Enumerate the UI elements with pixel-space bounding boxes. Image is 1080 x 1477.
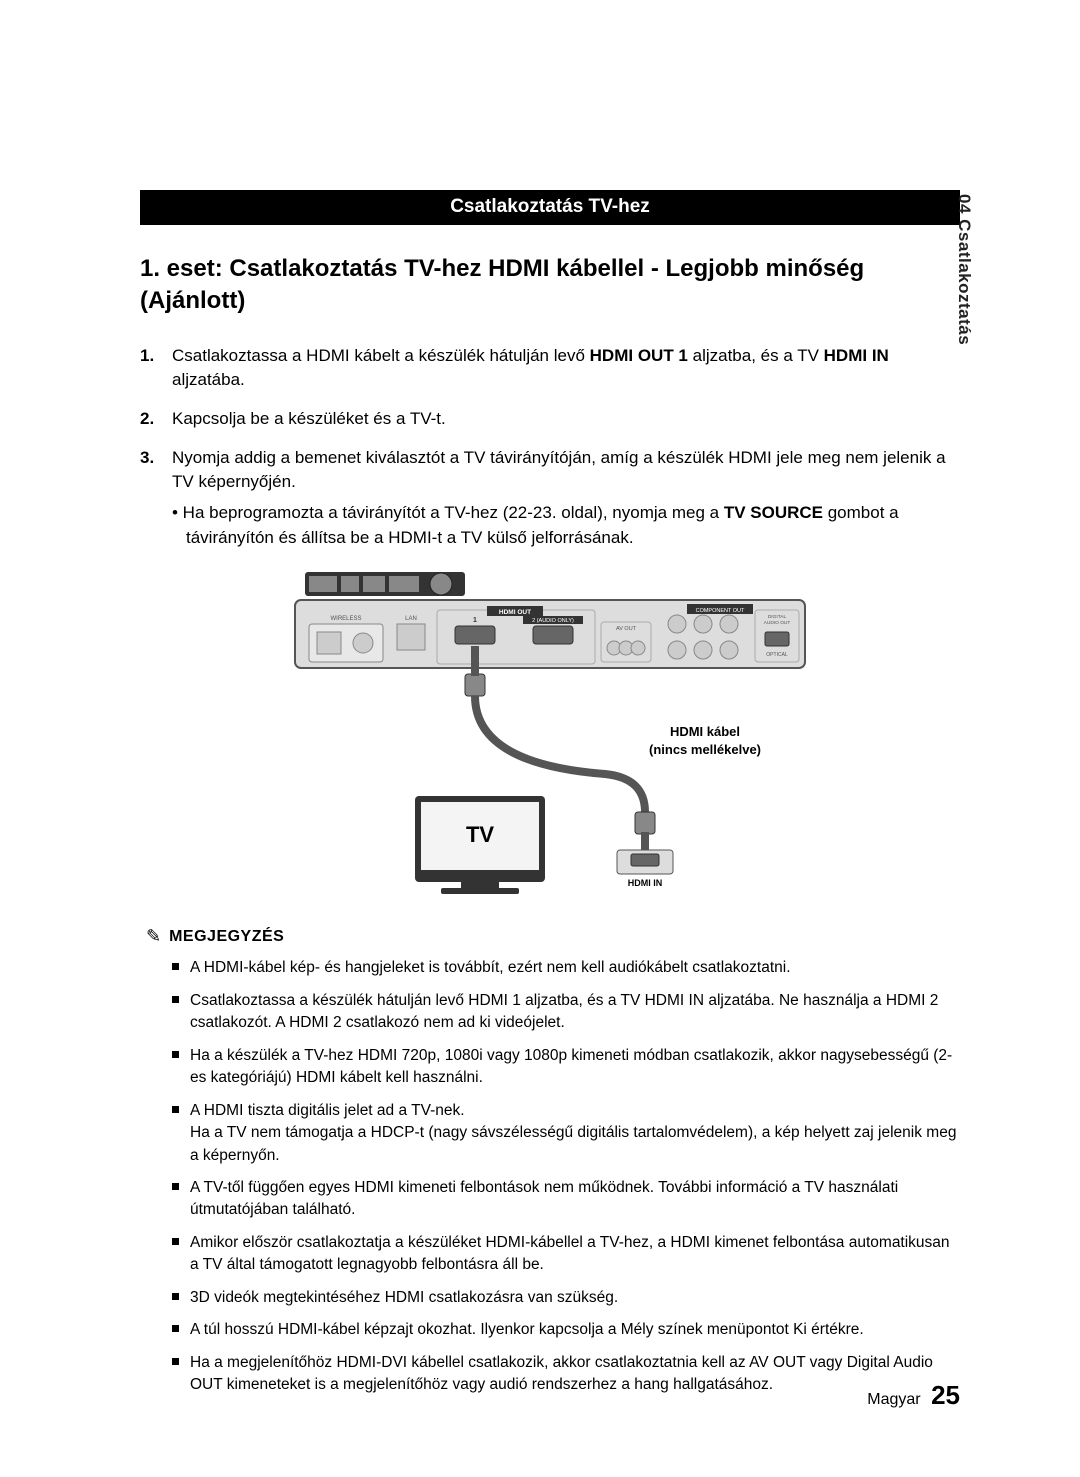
digital-audio-label-1: DIGITAL (768, 614, 787, 620)
note-item: A túl hosszú HDMI-kábel képzajt okozhat.… (190, 1319, 960, 1341)
step-1-text-c: aljzatába. (172, 370, 245, 389)
hdmi-cable-path (475, 696, 645, 812)
notes-list: A HDMI-kábel kép- és hangjeleket is tová… (140, 957, 960, 1397)
note-item: A TV-től függően egyes HDMI kimeneti fel… (190, 1177, 960, 1222)
connection-diagram: WIRELESS LAN HDMI OUT 1 2 (AUDIO ONLY) A… (140, 564, 960, 904)
note-heading: ✎ MEGJEGYZÉS (146, 926, 960, 947)
digital-audio-label-2: AUDIO OUT (764, 620, 791, 626)
note-item: Amikor először csatlakoztatja a készülék… (190, 1232, 960, 1277)
cable-segment (641, 832, 649, 850)
pencil-icon: ✎ (146, 926, 161, 947)
note-item: A HDMI tiszta digitális jelet ad a TV-ne… (190, 1100, 960, 1167)
note-label: MEGJEGYZÉS (169, 928, 284, 946)
front-slot (341, 576, 359, 592)
step-2: 2. Kapcsolja be a készüléket és a TV-t. (166, 407, 960, 432)
page-title: 1. eset: Csatlakoztatás TV-hez HDMI kábe… (140, 253, 960, 318)
step-3-sub: • Ha beprogramozta a távirányítót a TV-h… (172, 501, 960, 550)
note-item: A HDMI-kábel kép- és hangjeleket is tová… (190, 957, 960, 979)
section-banner: Csatlakoztatás TV-hez (140, 190, 960, 225)
step-1-text-b: aljzatba, és a TV (688, 346, 824, 365)
note-item: 3D videók megtekintéséhez HDMI csatlakoz… (190, 1287, 960, 1309)
step-3-sub-a: • Ha beprogramozta a távirányítót a TV-h… (172, 503, 724, 522)
footer-page-number: 25 (931, 1380, 960, 1410)
lan-label: LAN (405, 616, 417, 622)
note-item: Ha a megjelenítőhöz HDMI-DVI kábellel cs… (190, 1352, 960, 1397)
front-slot (389, 576, 419, 592)
hdmi-1-label: 1 (473, 617, 477, 624)
step-3: 3. Nyomja addig a bemenet kiválasztót a … (166, 446, 960, 551)
component-jack (720, 641, 738, 659)
hdmi-out-1-bold: HDMI OUT 1 (590, 346, 688, 365)
component-jack (720, 615, 738, 633)
note-item: Csatlakoztassa a készülék hátulján levő … (190, 990, 960, 1035)
tv-label: TV (466, 822, 494, 847)
hdmi-2-port (533, 626, 573, 644)
page-footer: Magyar 25 (867, 1380, 960, 1411)
cable-label-line1: HDMI kábel (670, 724, 740, 739)
optical-label: OPTICAL (766, 652, 788, 658)
instruction-list: 1. Csatlakoztassa a HDMI kábelt a készül… (140, 344, 960, 550)
wireless-label: WIRELESS (330, 616, 361, 622)
step-1-text-a: Csatlakoztassa a HDMI kábelt a készülék … (172, 346, 590, 365)
component-jack (694, 615, 712, 633)
diagram-svg: WIRELESS LAN HDMI OUT 1 2 (AUDIO ONLY) A… (265, 564, 835, 899)
component-jack (668, 641, 686, 659)
tv-stand (461, 882, 499, 888)
hdmi-in-bold: HDMI IN (824, 346, 889, 365)
hdmi-plug-bottom-icon (635, 812, 655, 834)
step-number: 2. (140, 407, 154, 432)
cable-label-line2: (nincs mellékelve) (649, 742, 761, 757)
component-jack (668, 615, 686, 633)
section-side-tab: 04 Csatlakoztatás (954, 194, 974, 345)
front-slot (309, 576, 337, 592)
note-item: Ha a készülék a TV-hez HDMI 720p, 1080i … (190, 1045, 960, 1090)
tv-hdmi-in-port (631, 854, 659, 866)
av-jack (631, 641, 645, 655)
step-1: 1. Csatlakoztassa a HDMI kábelt a készül… (166, 344, 960, 393)
tv-base (441, 888, 519, 894)
component-label: COMPONENT OUT (696, 608, 745, 614)
hdmi-plug-top-icon (465, 674, 485, 696)
optical-port (765, 632, 789, 646)
component-jack (694, 641, 712, 659)
tv-source-bold: TV SOURCE (724, 503, 823, 522)
hdmi-out-label: HDMI OUT (499, 609, 531, 616)
front-slot (363, 576, 385, 592)
step-number: 3. (140, 446, 154, 471)
cable-segment (471, 646, 479, 676)
footer-language: Magyar (867, 1391, 920, 1408)
step-3-text: Nyomja addig a bemenet kiválasztót a TV … (172, 448, 946, 492)
hdmi-1-port (455, 626, 495, 644)
hdmi-2-label: 2 (AUDIO ONLY) (532, 618, 574, 624)
lan-port (397, 624, 425, 650)
manual-page: 04 Csatlakoztatás Csatlakoztatás TV-hez … (0, 0, 1080, 1477)
wireless-jack (353, 633, 373, 653)
step-number: 1. (140, 344, 154, 369)
step-2-text: Kapcsolja be a készüléket és a TV-t. (172, 409, 446, 428)
hdmi-in-label: HDMI IN (628, 878, 663, 888)
front-dial (430, 573, 452, 595)
av-out-label: AV OUT (616, 626, 637, 632)
wireless-port (317, 632, 341, 654)
